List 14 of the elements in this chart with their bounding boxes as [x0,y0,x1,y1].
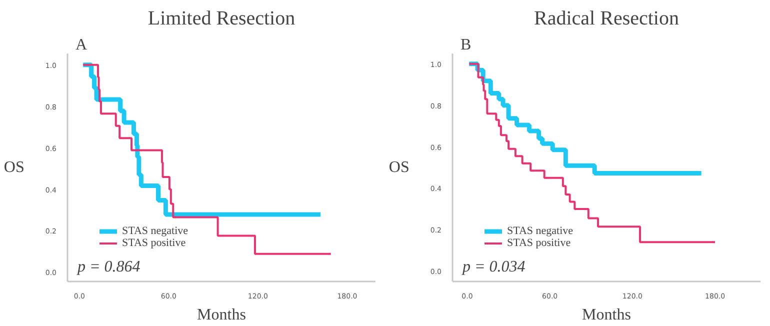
annotation: B [460,36,472,54]
legend-label: STAS positive [122,237,186,249]
x-axis-title: Months [197,306,246,324]
x-axis-title: Months [582,306,631,324]
chart-title: Limited Resection [148,8,296,30]
y-axis-title: OS [388,159,410,176]
y-axis-title: OS [4,159,24,176]
legend-label: STAS negative [122,225,188,237]
annotation: p = 0.864 [76,258,140,276]
legend-label: STAS positive [507,237,571,249]
annotation: p = 0.034 [462,258,526,276]
legend-label: STAS negative [507,225,574,237]
chart-title: Radical Resection [534,8,679,30]
text: A [76,36,88,54]
